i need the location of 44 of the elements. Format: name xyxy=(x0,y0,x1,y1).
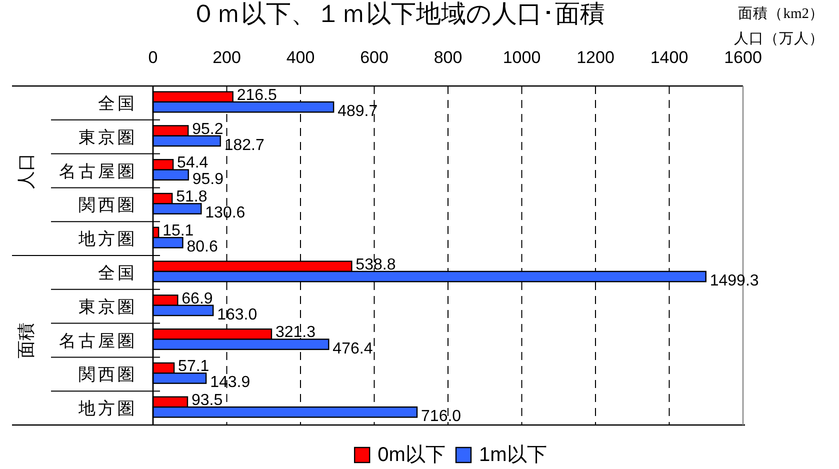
data-label: 95.9 xyxy=(192,170,224,188)
data-label: 15.1 xyxy=(162,222,194,239)
y-tick-label: 地方圏 xyxy=(78,398,137,418)
data-label: 143.9 xyxy=(210,374,250,391)
data-label: 716.0 xyxy=(421,408,462,425)
x-tick-label: 1400 xyxy=(650,48,688,66)
data-label: 57.1 xyxy=(178,358,210,375)
x-tick-label: 0 xyxy=(148,48,158,66)
x-tick-label: 800 xyxy=(434,48,462,66)
y-tick-label: 全国 xyxy=(98,262,137,282)
x-tick-label: 1200 xyxy=(576,48,614,66)
text: 人口 xyxy=(16,152,36,189)
data-label: 538.8 xyxy=(356,256,396,273)
x-tick-label: 400 xyxy=(286,48,315,66)
x-tick-label: 1600 xyxy=(724,48,762,66)
data-label: 130.6 xyxy=(205,204,246,222)
data-label: 80.6 xyxy=(186,238,218,256)
data-label: 216.5 xyxy=(236,86,277,104)
y-tick-label: 全国 xyxy=(98,93,137,112)
data-label: 51.8 xyxy=(176,188,208,206)
y-tick-label: 関西圏 xyxy=(78,364,137,384)
y-tick-label: 東京圏 xyxy=(78,127,137,146)
y-tick-label: 東京圏 xyxy=(78,296,137,316)
legend-label: 1m以下 xyxy=(479,444,547,466)
x-tick-label: 200 xyxy=(212,48,241,66)
y-tick-label: 名古屋圏 xyxy=(59,161,137,180)
text: 面積 xyxy=(16,322,36,358)
data-label: 163.0 xyxy=(217,306,258,323)
x-tick-label: 600 xyxy=(360,48,388,66)
data-label: 489.7 xyxy=(338,102,378,120)
data-label: 95.2 xyxy=(192,120,224,138)
data-label: 321.3 xyxy=(275,324,316,341)
data-label: 54.4 xyxy=(177,154,208,172)
data-label: 1499.3 xyxy=(710,272,759,290)
x-tick-label: 1000 xyxy=(502,48,541,66)
legend-label: 0m以下 xyxy=(378,444,446,466)
data-label: 93.5 xyxy=(191,391,223,408)
data-label: 66.9 xyxy=(182,290,213,307)
y-tick-label: 関西圏 xyxy=(78,195,137,214)
data-label: 476.4 xyxy=(332,340,373,357)
y-tick-label: 名古屋圏 xyxy=(59,330,137,350)
chart-title: ０ｍ以下、１ｍ以下地域の人口･面積 xyxy=(191,0,605,28)
x-axis-title: 面積（km2）人口（万人） xyxy=(734,5,824,47)
y-tick-label: 地方圏 xyxy=(78,229,137,248)
